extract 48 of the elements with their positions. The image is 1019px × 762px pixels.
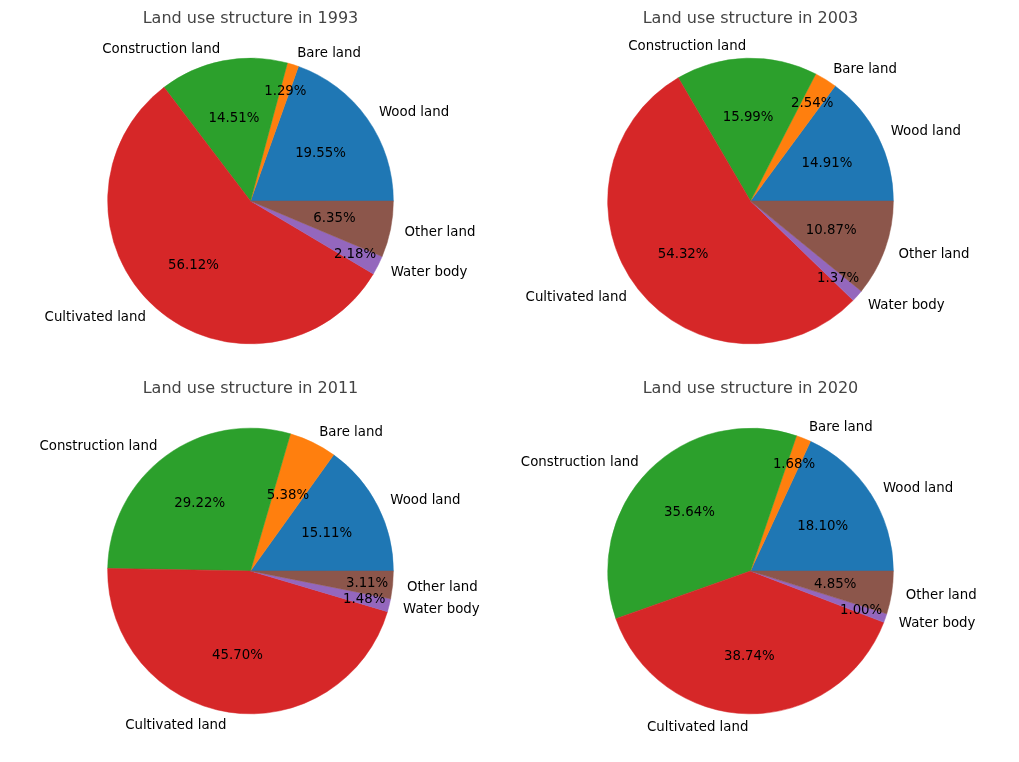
slice-label: Water body — [403, 600, 480, 616]
data-label: 1.29% — [264, 82, 307, 98]
chart-title: Land use structure in 2003 — [642, 7, 859, 27]
data-label: 1.48% — [343, 591, 386, 607]
data-label: 18.10% — [797, 517, 849, 533]
chart-title: Land use structure in 2011 — [142, 377, 359, 397]
data-label: 19.55% — [295, 144, 346, 160]
slice-label: Construction land — [628, 38, 747, 54]
slice-label: Wood land — [882, 479, 954, 495]
data-label: 4.85% — [814, 576, 857, 592]
slice-label: Wood land — [378, 103, 450, 119]
slice-label: Bare land — [297, 45, 361, 61]
data-label: 54.32% — [657, 245, 709, 261]
slice-label: Bare land — [319, 423, 383, 439]
data-label: 38.74% — [723, 648, 775, 664]
data-label: 14.91% — [801, 155, 853, 171]
slice-label: Other land — [898, 245, 970, 261]
slice-label: Cultivated land — [647, 718, 749, 734]
data-label: 14.51% — [208, 110, 260, 126]
slice-label: Water body — [898, 614, 976, 630]
slice-label: Bare land — [808, 419, 873, 435]
chart-title: Land use structure in 2020 — [642, 377, 859, 397]
slice-label: Construction land — [102, 41, 221, 57]
data-label: 1.68% — [772, 455, 816, 471]
data-label: 6.35% — [313, 210, 356, 226]
slice-label: Construction land — [520, 454, 639, 470]
data-label: 3.11% — [345, 574, 389, 590]
slice-label: Water body — [390, 263, 468, 279]
data-label: 29.22% — [174, 495, 226, 511]
slice-label: Cultivated land — [44, 309, 146, 325]
slice-label: Other land — [404, 224, 476, 240]
slice-label: Other land — [905, 587, 977, 603]
data-label: 10.87% — [805, 221, 857, 237]
data-label: 35.64% — [664, 503, 715, 519]
slice-label: Other land — [406, 578, 478, 594]
slice-label: Wood land — [890, 123, 961, 139]
data-label: 15.99% — [722, 108, 774, 124]
slice-label: Construction land — [39, 438, 158, 454]
slice-label: Cultivated land — [525, 289, 627, 305]
slice-label: Cultivated land — [125, 717, 227, 733]
chart-title: Land use structure in 1993 — [142, 7, 359, 27]
slice-label: Wood land — [390, 492, 461, 508]
data-label: 45.70% — [212, 647, 263, 663]
data-label: 15.11% — [301, 524, 353, 540]
data-label: 1.00% — [839, 601, 883, 617]
slice-label: Water body — [868, 296, 945, 312]
slice-label: Bare land — [833, 61, 897, 77]
data-label: 56.12% — [168, 256, 219, 272]
